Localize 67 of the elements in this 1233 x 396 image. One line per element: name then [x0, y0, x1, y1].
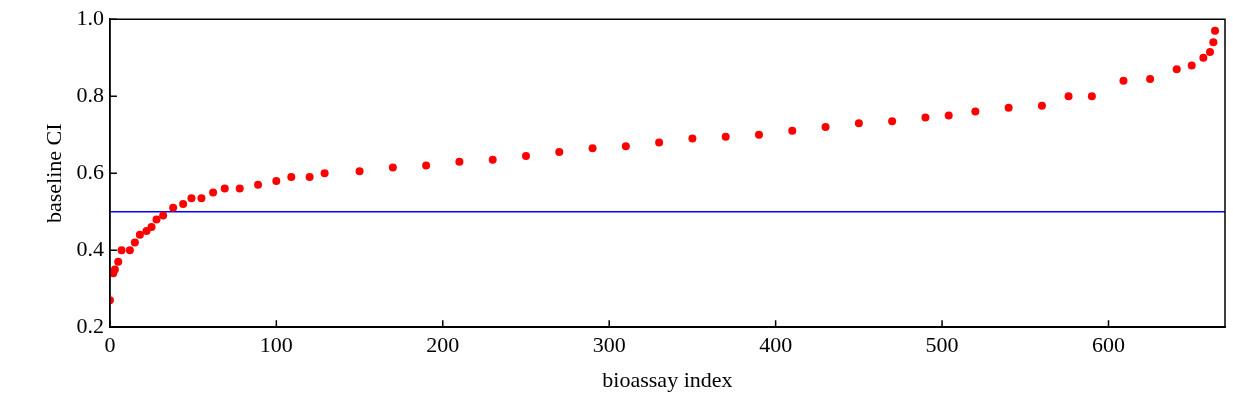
x-axis-title: bioassay index	[602, 366, 733, 392]
point	[254, 180, 263, 189]
point	[971, 107, 980, 116]
point	[688, 134, 697, 143]
point	[555, 148, 564, 157]
point	[220, 184, 229, 193]
x-tick-label: 200	[426, 332, 460, 358]
x-tick-label: 0	[104, 332, 116, 358]
point	[187, 194, 196, 203]
point	[455, 157, 464, 166]
point	[1209, 38, 1218, 47]
point	[588, 144, 597, 153]
point	[721, 132, 730, 141]
x-tick-label: 600	[1092, 332, 1125, 358]
point	[1037, 101, 1046, 110]
y-tick-label: 0.2	[76, 312, 104, 338]
point	[944, 111, 953, 120]
point	[159, 211, 168, 220]
point	[355, 167, 364, 176]
point	[821, 123, 830, 131]
point	[521, 151, 530, 160]
point	[117, 246, 126, 255]
point	[179, 200, 188, 208]
point	[114, 257, 123, 266]
point	[1187, 61, 1196, 70]
point	[1087, 92, 1096, 101]
point	[135, 230, 144, 239]
point	[1199, 53, 1208, 62]
x-tick-label: 300	[592, 332, 626, 358]
point	[209, 188, 218, 197]
y-tick-label: 0.6	[76, 158, 104, 184]
point	[169, 203, 178, 212]
point	[1146, 74, 1155, 83]
point	[1211, 26, 1220, 35]
point	[152, 215, 161, 224]
point	[1004, 103, 1013, 112]
point	[235, 184, 244, 193]
point	[921, 113, 930, 122]
point	[854, 119, 863, 128]
point	[1172, 65, 1181, 74]
y-tick-label: 0.8	[76, 81, 104, 107]
point	[130, 238, 139, 247]
point	[1119, 76, 1128, 85]
point	[788, 126, 797, 135]
y-axis-title: baseline CI	[40, 123, 66, 223]
point	[1064, 92, 1073, 101]
point	[287, 173, 296, 182]
point	[125, 246, 134, 255]
point	[621, 142, 630, 151]
point	[110, 265, 119, 274]
point	[1206, 47, 1215, 56]
x-tick-label: 500	[925, 332, 959, 358]
point	[422, 161, 431, 170]
y-tick-label: 1.0	[76, 4, 104, 30]
point	[197, 194, 206, 203]
point	[655, 138, 664, 147]
point	[147, 223, 156, 232]
y-tick-label: 0.4	[76, 235, 104, 261]
x-tick-label: 100	[259, 332, 293, 358]
point	[888, 117, 897, 126]
point	[272, 176, 281, 185]
point	[488, 155, 497, 164]
point	[305, 173, 314, 182]
x-tick-label: 400	[759, 332, 793, 358]
point	[320, 169, 329, 178]
point	[388, 163, 397, 172]
point	[754, 130, 763, 139]
